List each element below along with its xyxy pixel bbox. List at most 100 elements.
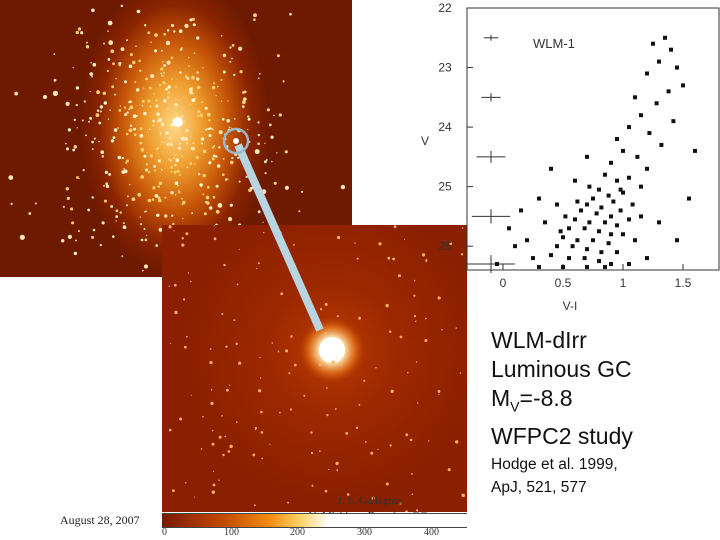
cmd-point xyxy=(609,160,613,165)
zoom-star xyxy=(235,342,238,345)
cmd-point xyxy=(591,196,595,201)
galaxy-star xyxy=(65,142,67,145)
field-star xyxy=(28,212,32,215)
zoom-star xyxy=(326,414,329,417)
galaxy-star xyxy=(189,103,191,105)
zoom-star xyxy=(415,361,418,363)
zoom-star xyxy=(417,402,419,404)
cmd-point xyxy=(618,208,623,213)
galaxy-star xyxy=(160,67,164,71)
galaxy-star xyxy=(176,112,178,114)
zoom-star xyxy=(399,502,402,505)
galaxy-star xyxy=(278,113,282,117)
cmd-point xyxy=(609,214,613,219)
galaxy-star xyxy=(103,101,108,105)
galaxy-star xyxy=(166,142,170,146)
galaxy-star xyxy=(228,126,231,129)
cmd-point xyxy=(582,256,587,261)
cmd-point xyxy=(621,190,625,195)
galaxy-star xyxy=(91,235,95,239)
zoom-star xyxy=(252,453,256,457)
cmd-point xyxy=(675,238,679,243)
connector-line xyxy=(234,143,324,332)
zoom-star xyxy=(303,394,306,397)
galaxy-star xyxy=(104,199,107,203)
galaxy-star xyxy=(104,170,108,174)
galaxy-star xyxy=(164,196,167,199)
galaxy-star xyxy=(165,131,169,135)
galaxy-star xyxy=(128,108,131,111)
field-star xyxy=(254,149,260,155)
cmd-point xyxy=(687,196,691,201)
galaxy-star xyxy=(147,198,152,203)
galaxy-star xyxy=(233,73,236,76)
galaxy-star xyxy=(144,238,148,242)
field-star xyxy=(8,175,14,181)
galaxy-star xyxy=(189,18,193,22)
galaxy-star xyxy=(152,119,155,123)
cluster-marker-circle xyxy=(222,127,250,155)
galaxy-star xyxy=(178,29,183,33)
cmd-y-tick-label: 24 xyxy=(438,120,452,134)
zoom-star xyxy=(375,367,377,369)
zoom-star xyxy=(336,315,339,318)
cmd-y-tick-label: 26 xyxy=(438,239,452,253)
cmd-x-tick-label: 0.5 xyxy=(555,276,572,290)
field-star xyxy=(301,190,304,193)
zoom-star xyxy=(200,448,203,450)
galaxy-star xyxy=(213,82,216,85)
cmd-error-bars xyxy=(467,34,515,273)
zoom-star xyxy=(229,444,233,449)
zoom-star xyxy=(280,292,284,296)
caption-line-gc: Luminous GC xyxy=(491,356,632,382)
galaxy-star xyxy=(126,159,129,163)
galaxy-star xyxy=(218,146,221,149)
zoom-star xyxy=(324,302,328,306)
cmd-ticks: 0 0.5 1 1.5 22 23 24 25 26 xyxy=(438,1,691,290)
field-star xyxy=(120,47,125,52)
galaxy-star xyxy=(152,124,154,127)
galaxy-star xyxy=(168,140,173,144)
zoom-star xyxy=(326,387,328,389)
galaxy-star xyxy=(135,45,137,48)
zoom-star xyxy=(335,461,339,466)
galaxy-star xyxy=(90,62,92,64)
colorbar xyxy=(162,513,467,528)
field-star xyxy=(19,234,25,240)
galaxy-star xyxy=(181,203,184,206)
cmd-point xyxy=(579,208,583,213)
zoom-star xyxy=(210,389,213,391)
galaxy-star xyxy=(105,182,108,185)
cmd-point xyxy=(645,166,649,171)
galaxy-star xyxy=(222,158,225,160)
cmd-point xyxy=(587,220,592,225)
galaxy-star xyxy=(187,56,190,59)
galaxy-star xyxy=(257,77,260,80)
galaxy-star xyxy=(85,41,88,44)
galaxy-star xyxy=(197,173,201,176)
galaxy-star xyxy=(154,169,157,172)
cmd-point xyxy=(585,265,589,270)
cmd-point xyxy=(651,41,655,46)
magnitude-value: =-8.8 xyxy=(519,385,573,411)
galaxy-star xyxy=(65,187,70,191)
zoom-star xyxy=(385,482,389,486)
galaxy-star xyxy=(133,133,137,136)
footer-author: J. S. Gallagher xyxy=(337,495,403,507)
galaxy-star xyxy=(264,172,267,175)
galaxy-star xyxy=(117,155,122,160)
zoom-star xyxy=(461,493,465,498)
cmd-point xyxy=(561,235,565,240)
zoom-star xyxy=(218,479,220,481)
zoom-star xyxy=(213,237,217,241)
zoom-star xyxy=(399,335,403,339)
zoom-star xyxy=(254,426,258,430)
galaxy-star xyxy=(162,81,166,85)
zoom-star xyxy=(455,327,457,329)
galaxy-star xyxy=(284,150,288,154)
cmd-point xyxy=(627,217,631,222)
galaxy-star xyxy=(153,93,155,95)
cmd-point xyxy=(603,220,607,225)
galaxy-star xyxy=(229,46,232,49)
field-star xyxy=(65,101,70,106)
